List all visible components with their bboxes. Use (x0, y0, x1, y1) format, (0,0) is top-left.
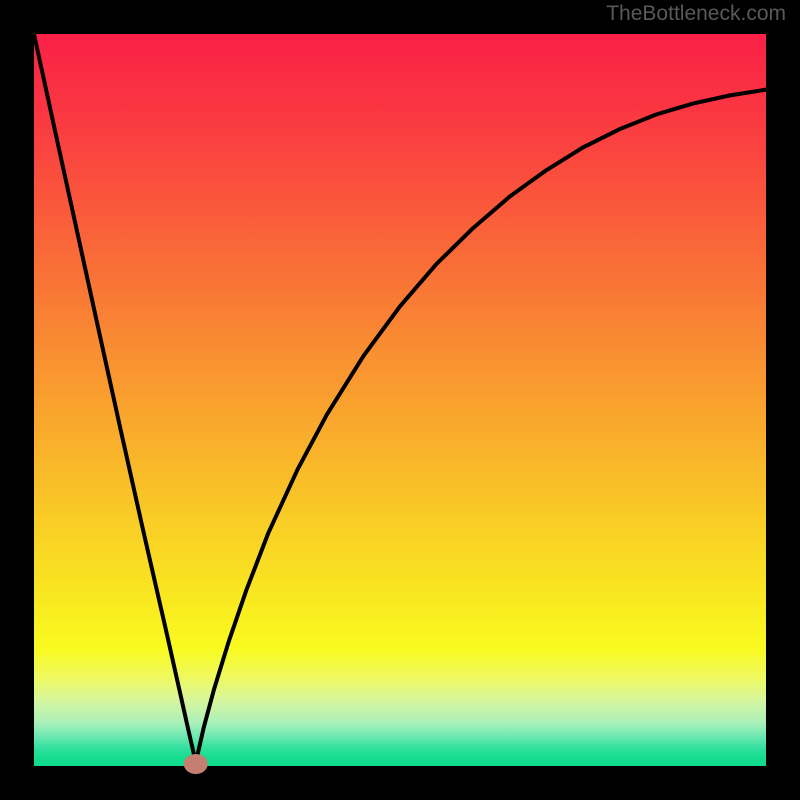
chart-container: TheBottleneck.com (0, 0, 800, 800)
optimal-point-marker (184, 754, 208, 774)
watermark-text: TheBottleneck.com (606, 2, 786, 26)
bottleneck-chart (0, 0, 800, 800)
plot-background (34, 34, 766, 766)
